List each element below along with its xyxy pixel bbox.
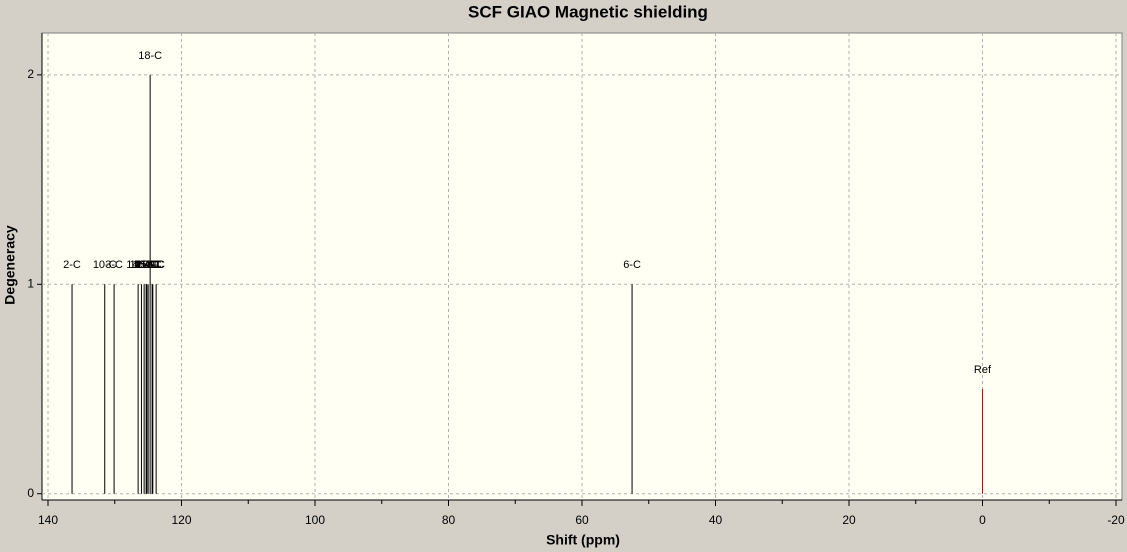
- x-tick-label: 0: [979, 513, 986, 527]
- x-tick-label: 20: [842, 513, 856, 527]
- y-axis-label: Degeneracy: [2, 225, 18, 305]
- peak-label: 5-C: [147, 259, 165, 271]
- peak-label: 14-C: [126, 259, 150, 271]
- peak-label: 15-C: [134, 259, 158, 271]
- peak-label: 10-C: [93, 259, 117, 271]
- peak-label: Ref: [974, 364, 992, 376]
- peak-label: 4-C: [144, 259, 162, 271]
- x-tick-label: 100: [305, 513, 325, 527]
- peak-label: 18-C: [138, 50, 162, 62]
- peak-label: 2-C: [63, 259, 81, 271]
- x-tick-label: 140: [38, 513, 58, 527]
- x-tick-label: 120: [171, 513, 191, 527]
- x-axis-label: Shift (ppm): [546, 532, 620, 548]
- x-tick-label: 40: [709, 513, 723, 527]
- x-tick-label: 80: [442, 513, 456, 527]
- peak-label: 13-C: [136, 259, 160, 271]
- x-tick-label: 60: [575, 513, 589, 527]
- peak-label: 3-C: [105, 259, 123, 271]
- y-tick-label: 2: [27, 67, 34, 81]
- plot-area: [41, 32, 1123, 501]
- chart-title: SCF GIAO Magnetic shielding: [468, 2, 708, 21]
- peak-label: 17-C: [140, 259, 164, 271]
- peak-label: 6-C: [623, 259, 641, 271]
- y-tick-label: 0: [27, 486, 34, 500]
- y-tick-label: 1: [27, 276, 34, 290]
- x-tick-label: -20: [1107, 513, 1125, 527]
- peak-label: 11-C: [135, 259, 158, 271]
- peak-label: 12-C: [130, 259, 154, 271]
